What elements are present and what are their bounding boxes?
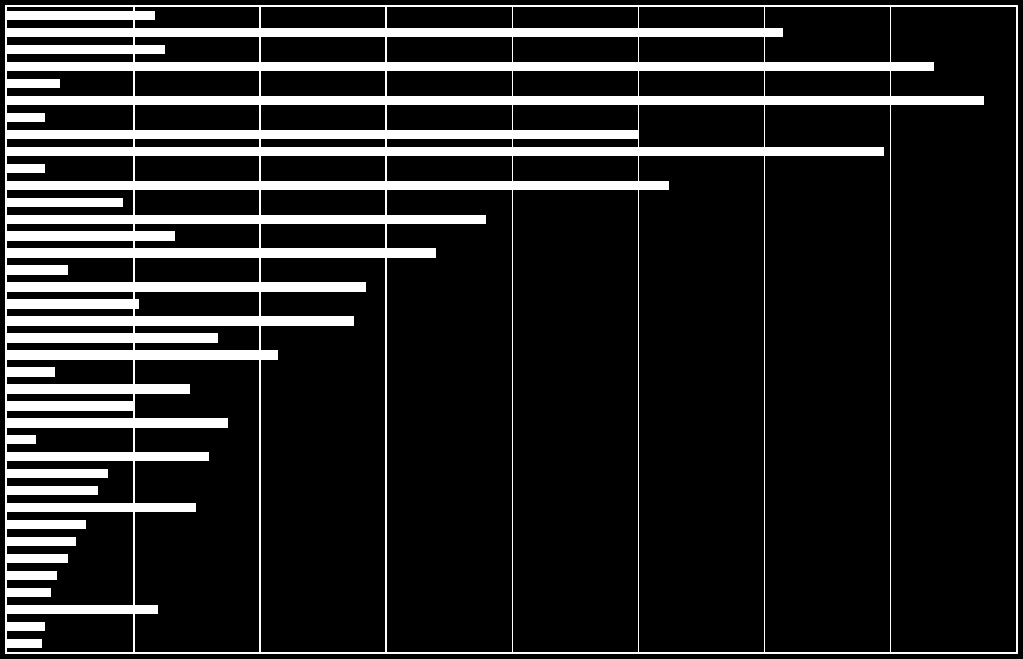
bar	[7, 435, 36, 444]
bar	[7, 350, 278, 359]
bar	[7, 316, 354, 325]
bar	[7, 181, 669, 190]
bar	[7, 571, 57, 580]
bar	[7, 198, 123, 207]
bar	[7, 11, 155, 20]
bar	[7, 401, 133, 410]
bar	[7, 469, 108, 478]
bar	[7, 265, 68, 274]
bar	[7, 299, 139, 308]
bar	[7, 62, 934, 71]
bar-chart	[0, 0, 1023, 659]
bar	[7, 452, 209, 461]
bar	[7, 503, 196, 512]
bar	[7, 384, 190, 393]
bar	[7, 79, 60, 88]
bar	[7, 45, 165, 54]
bar	[7, 231, 175, 240]
bar	[7, 333, 218, 342]
bar	[7, 147, 884, 156]
bar	[7, 367, 55, 376]
bar	[7, 96, 984, 105]
bar	[7, 215, 486, 224]
bar	[7, 605, 158, 614]
bar	[7, 418, 228, 427]
bar	[7, 164, 45, 173]
bar	[7, 554, 68, 563]
bar	[7, 130, 638, 139]
bar	[7, 248, 436, 257]
bar	[7, 588, 51, 597]
bar	[7, 113, 45, 122]
bar	[7, 622, 45, 631]
bar	[7, 520, 86, 529]
bar	[7, 639, 42, 648]
bar	[7, 28, 783, 37]
bar	[7, 537, 76, 546]
bar	[7, 486, 98, 495]
plot-area	[5, 5, 1018, 654]
bar	[7, 282, 366, 291]
